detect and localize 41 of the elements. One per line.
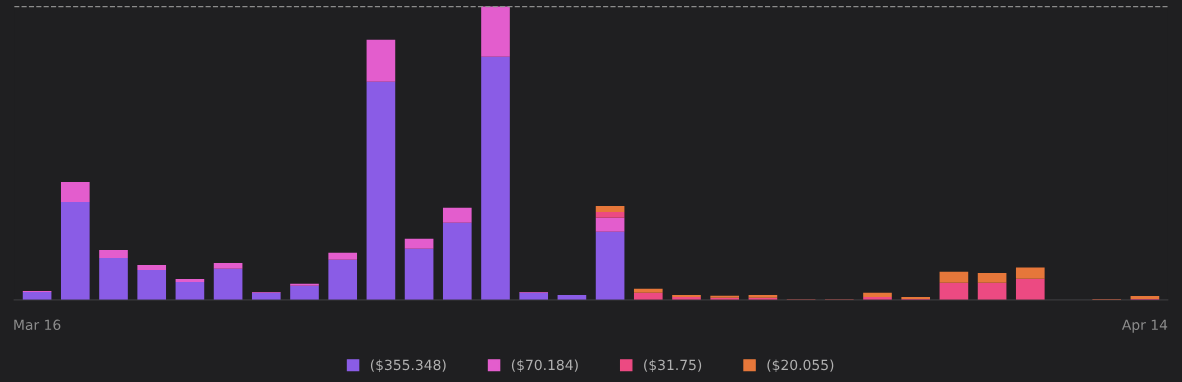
bar bbox=[328, 259, 358, 300]
bar bbox=[481, 6, 510, 57]
bar bbox=[137, 269, 167, 300]
x-tick-label: Apr 14 bbox=[1121, 319, 1168, 333]
bar bbox=[175, 279, 205, 282]
bar bbox=[442, 222, 472, 300]
legend-label: ($20.055) bbox=[767, 359, 834, 373]
bar bbox=[60, 181, 90, 202]
bar bbox=[595, 231, 625, 300]
bar bbox=[366, 39, 396, 82]
bar bbox=[137, 264, 167, 270]
bar bbox=[213, 268, 243, 300]
bar bbox=[863, 292, 892, 297]
legend-label: ($70.184) bbox=[511, 359, 578, 373]
bar bbox=[595, 211, 625, 218]
legend-label: ($355.348) bbox=[370, 359, 446, 373]
bar bbox=[290, 285, 319, 300]
bar bbox=[1015, 278, 1045, 300]
bar bbox=[595, 206, 625, 212]
legend-label: ($31.75) bbox=[644, 359, 702, 373]
bar bbox=[60, 201, 90, 300]
bar bbox=[939, 282, 969, 300]
bar bbox=[977, 272, 1007, 283]
bar bbox=[939, 271, 969, 283]
bar bbox=[481, 56, 510, 300]
bar bbox=[175, 281, 205, 300]
bar bbox=[328, 252, 358, 260]
bar bbox=[442, 207, 472, 223]
bar bbox=[99, 257, 128, 300]
bar bbox=[977, 282, 1007, 300]
bar bbox=[404, 248, 434, 300]
bar bbox=[290, 283, 319, 286]
x-tick-label: Mar 16 bbox=[14, 319, 61, 331]
bar bbox=[404, 238, 434, 249]
bar bbox=[366, 81, 396, 300]
bar bbox=[213, 262, 243, 269]
bar bbox=[99, 250, 128, 258]
bar bbox=[1015, 267, 1045, 279]
bar bbox=[633, 288, 663, 293]
bar bbox=[22, 291, 52, 300]
bar bbox=[595, 217, 625, 232]
